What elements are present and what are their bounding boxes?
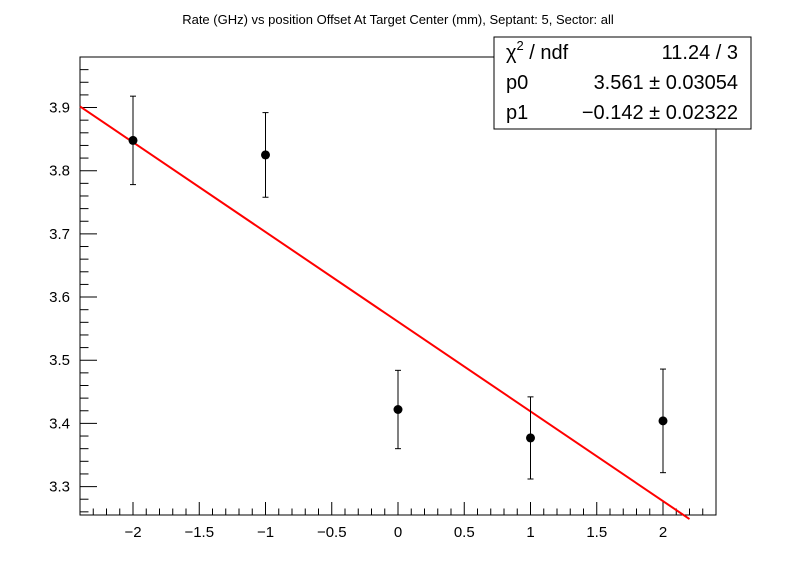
x-axis: −2 −1.5 −1 −0.5 0 0.5 1 1.5 2 <box>79 502 717 541</box>
y-axis: 3.3 3.4 3.5 3.6 3.7 3.8 3.9 <box>49 56 97 513</box>
stats-label: p1 <box>506 102 528 124</box>
fit-line <box>79 105 691 520</box>
stats-value: 3.561 ± 0.03054 <box>594 72 738 94</box>
fit-line-layer <box>79 105 691 520</box>
data-marker <box>128 135 138 145</box>
stats-box: χ2 / ndf 11.24 / 3 p0 3.561 ± 0.03054 p1 −0.1… <box>493 36 752 130</box>
x-tick-label: 2 <box>659 524 667 541</box>
y-tick-label: 3.6 <box>49 289 70 306</box>
data-point <box>526 396 535 480</box>
y-tick-label: 3.5 <box>49 352 70 369</box>
stats-box-frame <box>493 36 752 130</box>
data-point <box>128 95 138 186</box>
y-tick-label: 3.7 <box>49 226 70 243</box>
x-tick-label: −2 <box>124 524 141 541</box>
data-marker <box>526 433 535 443</box>
y-tick-label: 3.3 <box>49 479 70 496</box>
x-tick-label: 0 <box>394 524 402 541</box>
y-tick-label: 3.8 <box>49 163 70 180</box>
data-marker <box>261 150 270 160</box>
data-points-layer <box>128 95 668 480</box>
stats-value: 11.24 / 3 <box>662 42 738 64</box>
data-point <box>393 369 403 450</box>
data-point <box>261 112 270 198</box>
x-tick-label: 0.5 <box>454 524 475 541</box>
stats-label: p0 <box>506 72 528 94</box>
stats-label: χ2 / ndf <box>506 38 569 64</box>
chart-title: Rate (GHz) vs position Offset At Target … <box>182 12 614 27</box>
data-marker <box>393 405 403 415</box>
x-tick-label: −0.5 <box>317 524 347 541</box>
x-tick-label: −1.5 <box>184 524 214 541</box>
x-tick-label: 1.5 <box>586 524 607 541</box>
x-tick-label: −1 <box>257 524 274 541</box>
y-tick-label: 3.4 <box>49 415 70 432</box>
y-tick-label: 3.9 <box>49 100 70 117</box>
x-tick-label: 1 <box>526 524 534 541</box>
stats-value: −0.142 ± 0.02322 <box>582 102 738 124</box>
data-marker <box>658 416 668 426</box>
data-point <box>658 368 668 474</box>
